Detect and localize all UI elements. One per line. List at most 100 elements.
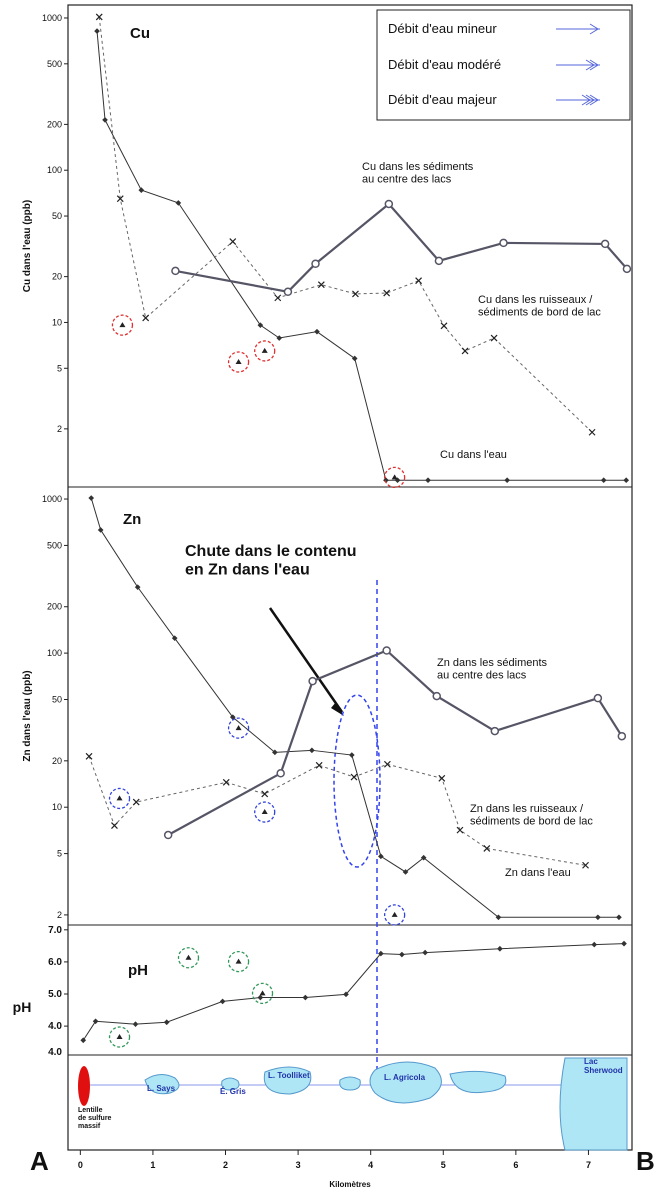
point [276, 335, 283, 341]
point [600, 239, 610, 249]
point [402, 869, 409, 875]
point [616, 914, 622, 921]
y-tick-label: 6.0 [48, 957, 62, 968]
point [343, 991, 349, 998]
point [315, 761, 323, 769]
point [591, 941, 598, 948]
lake-label: É. Gris [220, 1087, 246, 1096]
series-label: Zn dans l'eau [505, 867, 571, 879]
point [438, 774, 446, 782]
triangle-point [261, 347, 268, 353]
point [425, 477, 431, 484]
x-tick-label: 6 [513, 1160, 518, 1170]
triangle-point [391, 474, 398, 480]
point [588, 428, 596, 436]
x-tick-label: 4 [368, 1160, 373, 1170]
frame [67, 4, 633, 1151]
point [283, 287, 293, 297]
point [309, 747, 315, 754]
point [111, 822, 118, 829]
y-tick-label: 1000 [42, 13, 62, 23]
series-label: Cu dans les sédiments au centre des lacs [362, 161, 474, 186]
triangle-point [116, 1034, 123, 1040]
highlight-circle [251, 982, 274, 1005]
arrowhead [331, 702, 344, 716]
point [456, 826, 464, 834]
x-axis-title: Kilomètres [329, 1180, 371, 1189]
schematic: Lentille de sulfure massif L. Says É. Gris… [78, 1057, 628, 1151]
point [623, 477, 630, 484]
point [499, 238, 508, 248]
point [378, 950, 384, 957]
series-line [167, 649, 623, 836]
point [219, 998, 226, 1005]
point [92, 1018, 99, 1025]
legend-entry: Débit d'eau majeur [388, 92, 497, 107]
point [222, 778, 230, 786]
point [302, 994, 309, 1001]
y-axis-title: Zn dans l'eau (ppb) [22, 670, 33, 761]
y-tick-label: 1000 [42, 494, 62, 504]
triangle-point [235, 358, 242, 364]
y-axis-title: pH [13, 999, 32, 1015]
point [163, 830, 173, 840]
series-line [88, 756, 586, 866]
lake [559, 1057, 628, 1151]
highlight-circle [227, 717, 250, 739]
point [171, 635, 178, 642]
y-tick-label: 2 [57, 424, 62, 434]
point [94, 28, 100, 34]
point [378, 853, 384, 860]
point [116, 195, 124, 203]
point [352, 290, 359, 298]
x-tick-label: 0 [78, 1160, 83, 1170]
y-axis-title: Cu dans l'eau (ppb) [22, 200, 33, 292]
point [490, 726, 500, 736]
point [422, 949, 428, 956]
x-tick-label: 5 [441, 1160, 446, 1170]
point [434, 256, 444, 266]
y-tick-label: 4.0 [48, 1047, 62, 1058]
point [80, 1037, 87, 1044]
lake [263, 1066, 312, 1095]
point [88, 495, 95, 501]
highlight-ellipse [333, 694, 381, 868]
legend-symbols [556, 23, 600, 106]
point [142, 314, 150, 322]
lake [144, 1074, 180, 1095]
y-tick-label: 20 [52, 756, 62, 766]
series-label: Cu dans les ruisseaux / sédiments de bord… [478, 294, 601, 319]
lake [369, 1061, 442, 1104]
x-tick-label: 7 [586, 1160, 591, 1170]
triangle-point [261, 809, 268, 815]
point [595, 914, 601, 921]
lake [339, 1076, 361, 1091]
y-tick-label: 4.0 [48, 1021, 62, 1032]
point [348, 752, 355, 758]
arrow [268, 607, 344, 713]
point [257, 994, 264, 1001]
x-tick-label: 1 [150, 1160, 155, 1170]
legend: Débit d'eau mineur Débit d'eau modéré Dé… [376, 9, 631, 121]
triangle-point [235, 958, 242, 964]
y-tick-label: 50 [52, 211, 62, 221]
point [384, 199, 394, 209]
point [85, 752, 93, 760]
y-tick-label: 200 [47, 602, 62, 612]
series-line [82, 943, 625, 1041]
lake-label: L. Says [147, 1084, 176, 1093]
highlight-circle [108, 787, 131, 810]
point [229, 238, 237, 245]
triangle-point [259, 990, 266, 996]
highlight-circle [108, 1026, 131, 1048]
point [132, 1021, 139, 1028]
point [97, 527, 104, 533]
series-line [90, 497, 619, 918]
point [461, 347, 469, 355]
triangle-point [119, 322, 126, 328]
lake-label: Lac Sherwood [584, 1057, 623, 1075]
point [483, 845, 491, 852]
series-line [175, 202, 628, 293]
point [432, 691, 441, 701]
y-tick-label: 7.0 [48, 925, 62, 936]
